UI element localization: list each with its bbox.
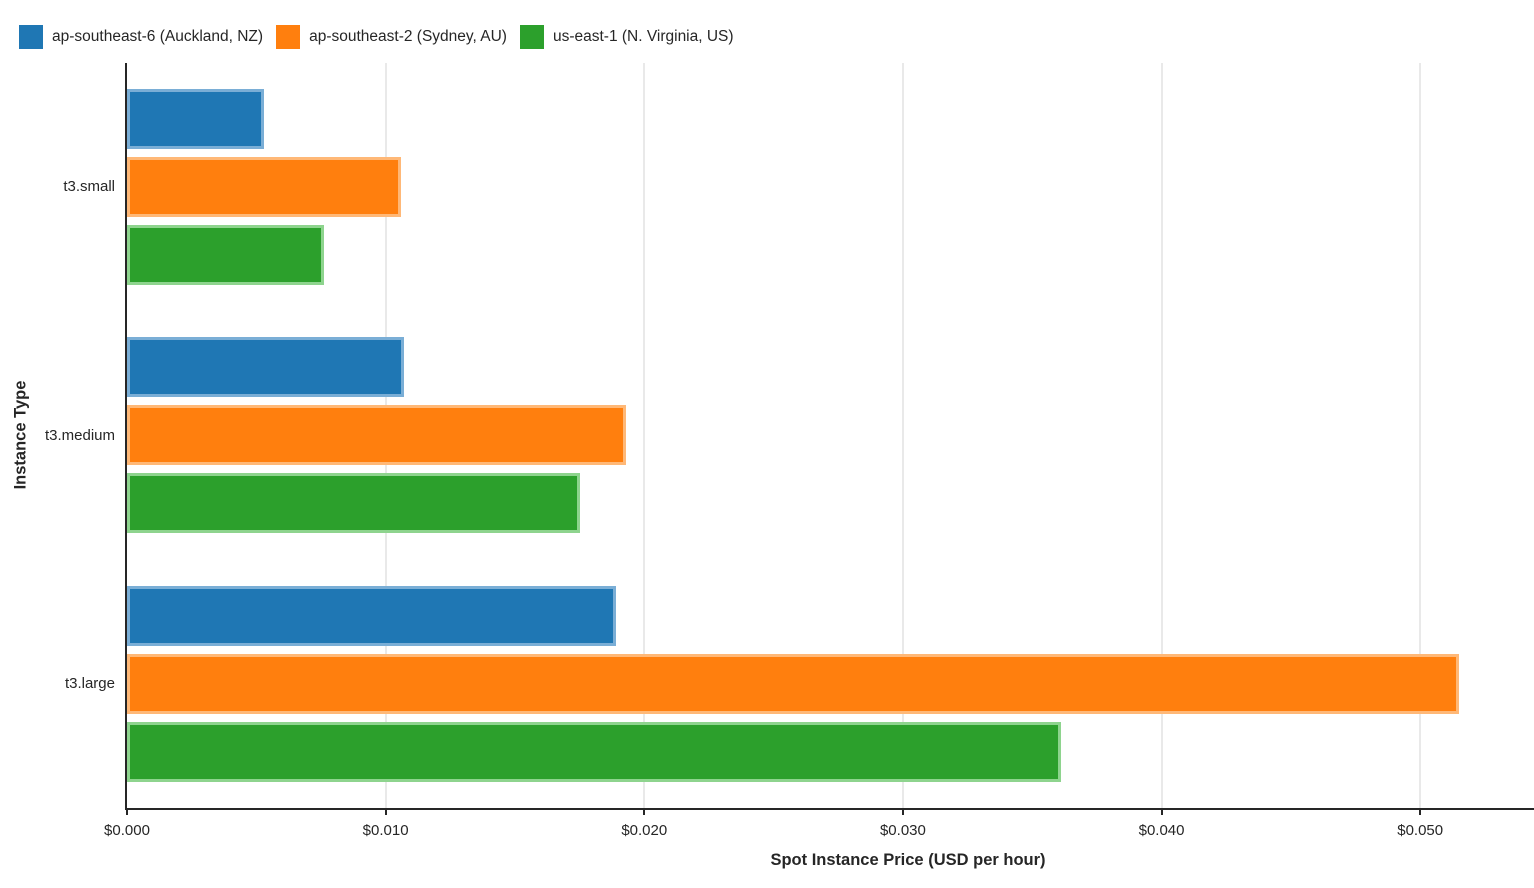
x-tick-label-$0.040: $0.040 <box>1138 822 1185 839</box>
gridline <box>1160 63 1163 808</box>
category-label-t3.small: t3.small <box>63 178 115 196</box>
bar-t3.medium-us-east-1 (N. Virginia, US) <box>127 473 580 534</box>
y-axis-line <box>125 63 127 808</box>
legend-swatch-icon <box>276 25 301 49</box>
bar-group-t3.medium <box>127 311 1534 559</box>
plot-area <box>127 63 1534 808</box>
x-tick-mark <box>643 810 646 815</box>
bar-t3.large-us-east-1 (N. Virginia, US) <box>127 721 1061 782</box>
x-axis-title: Spot Instance Price (USD per hour) <box>770 851 1046 869</box>
legend-label: ap-southeast-6 (Auckland, NZ) <box>52 28 264 45</box>
x-tick-label-$0.050: $0.050 <box>1397 822 1444 839</box>
legend-item-1: ap-southeast-2 (Sydney, AU) <box>276 25 507 49</box>
bar-t3.large-ap-southeast-6 (Auckland, NZ) <box>127 585 616 646</box>
x-tick-label-$0.010: $0.010 <box>362 822 409 839</box>
legend-swatch-icon <box>19 25 43 49</box>
category-label-t3.medium: t3.medium <box>44 426 115 444</box>
legend-label: us-east-1 (N. Virginia, US) <box>552 28 734 45</box>
category-label-t3.large: t3.large <box>64 674 115 692</box>
gridline <box>1419 63 1422 808</box>
x-tick-label-$0.030: $0.030 <box>879 822 926 839</box>
bar-t3.small-us-east-1 (N. Virginia, US) <box>127 225 324 286</box>
bar-group-t3.small <box>127 63 1534 311</box>
legend-item-0: ap-southeast-6 (Auckland, NZ) <box>19 25 263 49</box>
bar-t3.medium-ap-southeast-2 (Sydney, AU) <box>127 405 627 466</box>
bar-t3.small-ap-southeast-6 (Auckland, NZ) <box>127 89 265 150</box>
gridline <box>901 63 904 808</box>
bar-group-t3.large <box>127 560 1534 808</box>
bar-t3.small-ap-southeast-2 (Sydney, AU) <box>127 157 402 218</box>
legend-item-2: us-east-1 (N. Virginia, US) <box>519 25 734 49</box>
x-tick-mark <box>384 810 387 815</box>
bar-t3.medium-ap-southeast-6 (Auckland, NZ) <box>127 337 404 398</box>
gridline <box>643 63 646 808</box>
x-tick-label-$0.000: $0.000 <box>104 822 150 839</box>
legend: ap-southeast-6 (Auckland, NZ) ap-southeas… <box>19 25 734 49</box>
bar-t3.large-ap-southeast-2 (Sydney, AU) <box>127 653 1459 714</box>
x-tick-mark <box>1160 810 1163 815</box>
x-tick-mark <box>126 810 128 815</box>
x-tick-mark <box>1419 810 1422 815</box>
x-tick-label-$0.020: $0.020 <box>621 822 668 839</box>
x-axis-line <box>125 808 1534 810</box>
legend-swatch-icon <box>519 25 544 49</box>
legend-label: ap-southeast-2 (Sydney, AU) <box>309 28 507 45</box>
x-tick-mark <box>901 810 904 815</box>
